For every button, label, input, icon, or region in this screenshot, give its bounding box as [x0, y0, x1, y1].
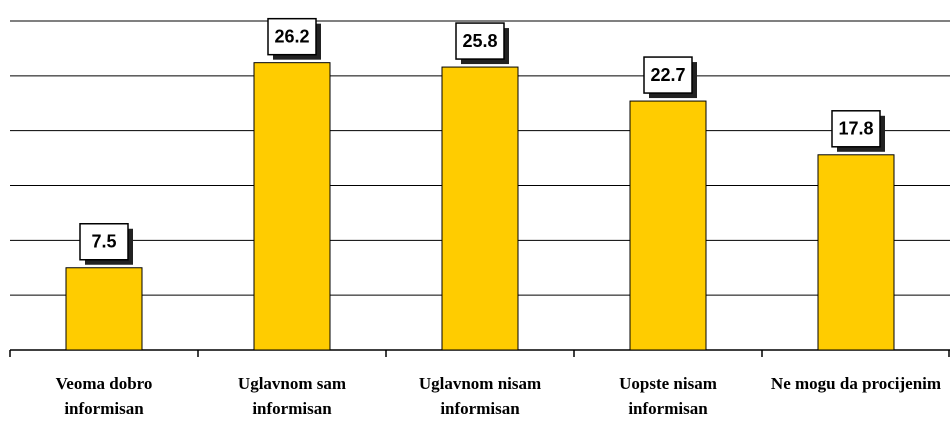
value-label: 25.8 — [462, 31, 497, 51]
x-tick-label: Uglavnom sam informisan — [237, 374, 347, 418]
value-label: 26.2 — [274, 26, 309, 46]
value-label: 17.8 — [838, 119, 873, 139]
bar — [253, 62, 331, 351]
x-tick-label: Uglavnom nisam informisan — [418, 374, 542, 418]
value-label-box — [455, 22, 505, 60]
bar — [441, 66, 519, 351]
value-label-box — [643, 56, 693, 94]
x-tick-label: Ne mogu da procijenim — [770, 374, 942, 393]
value-label-box — [831, 110, 881, 148]
bar — [817, 154, 895, 351]
x-tick-label: Veoma dobro informisan — [55, 374, 153, 418]
bar — [629, 100, 707, 351]
bar — [65, 267, 143, 351]
value-label-box — [79, 223, 129, 261]
x-tick-label: Uopste nisam informisan — [619, 374, 717, 418]
value-label-box — [267, 17, 317, 56]
value-label: 22.7 — [650, 65, 685, 85]
value-label: 7.5 — [91, 232, 116, 252]
